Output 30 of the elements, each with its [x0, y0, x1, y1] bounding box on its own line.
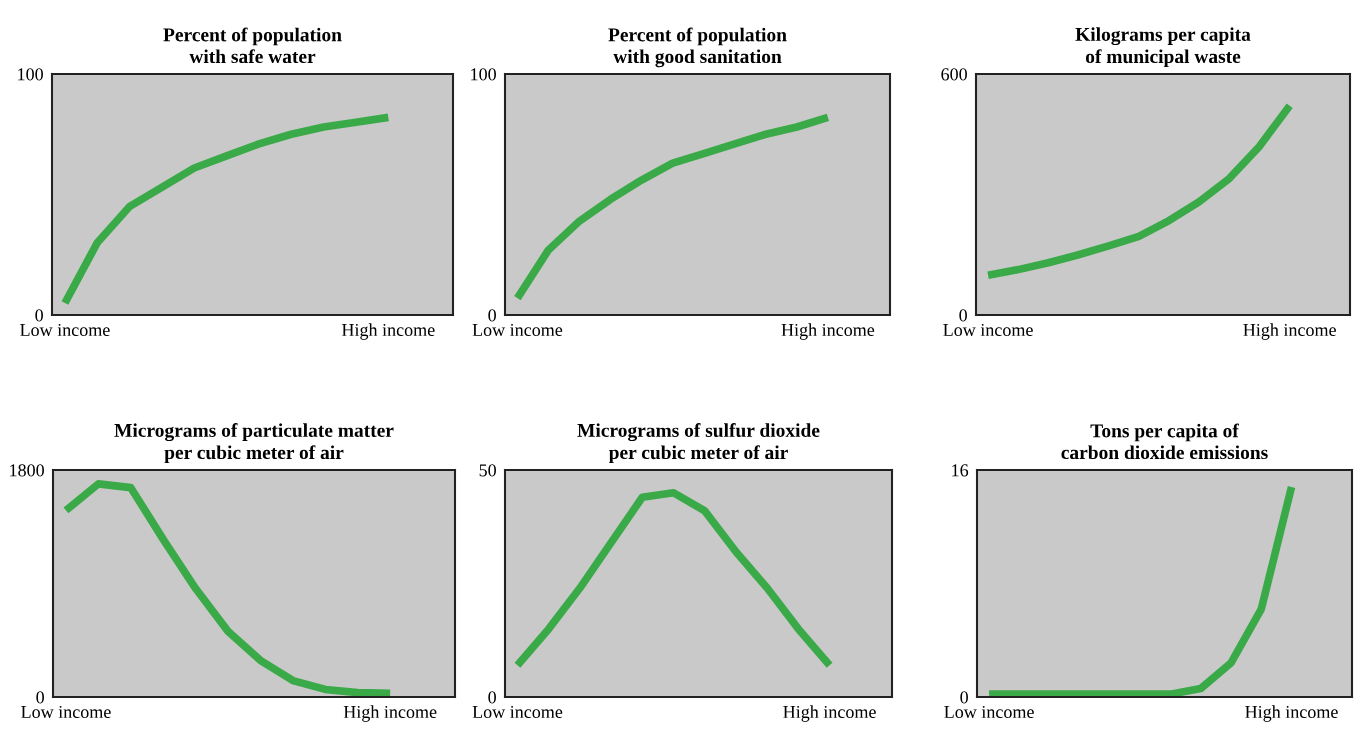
- x-tick-label: High income: [781, 323, 875, 340]
- x-tick-label: Low income: [944, 705, 1034, 719]
- x-tick-label: High income: [343, 705, 437, 722]
- chart-title: Kilograms per capita of municipal waste: [1075, 27, 1251, 68]
- x-tick-label: Low income: [21, 705, 111, 719]
- y-tick-label: 1800: [10, 464, 44, 477]
- chart-title: Percent of population with safe water: [163, 27, 342, 64]
- y-tick-label: 100: [18, 68, 43, 81]
- y-tick-label: 0: [488, 691, 496, 704]
- chart-title: Tons per capita of carbon dioxide emissions: [1061, 423, 1268, 460]
- chart-title: Percent of population with good sanitation: [608, 27, 787, 68]
- y-tick-label: 16: [952, 464, 969, 477]
- x-tick-label: Low income: [472, 323, 563, 337]
- x-tick-label: High income: [341, 323, 435, 340]
- y-tick-label: 0: [35, 309, 43, 322]
- x-tick-label: High income: [1243, 323, 1336, 340]
- y-tick-label: 50: [479, 464, 496, 477]
- x-tick-label: High income: [1245, 705, 1338, 722]
- y-tick-label: 0: [959, 309, 967, 322]
- y-tick-label: 100: [471, 68, 496, 81]
- x-tick-label: Low income: [943, 323, 1033, 337]
- y-tick-label: 0: [960, 691, 968, 704]
- y-tick-label: 0: [36, 691, 44, 704]
- x-tick-label: High income: [783, 705, 876, 722]
- chart-title: Micrograms of particulate matter per cubic meter of air: [114, 423, 394, 464]
- chart-title: Micrograms of sulfur dioxide per cubic meter of air: [577, 423, 820, 464]
- x-tick-label: Low income: [472, 705, 563, 719]
- y-tick-label: 0: [488, 309, 496, 322]
- y-tick-label: 600: [941, 68, 967, 81]
- x-tick-label: Low income: [20, 323, 110, 337]
